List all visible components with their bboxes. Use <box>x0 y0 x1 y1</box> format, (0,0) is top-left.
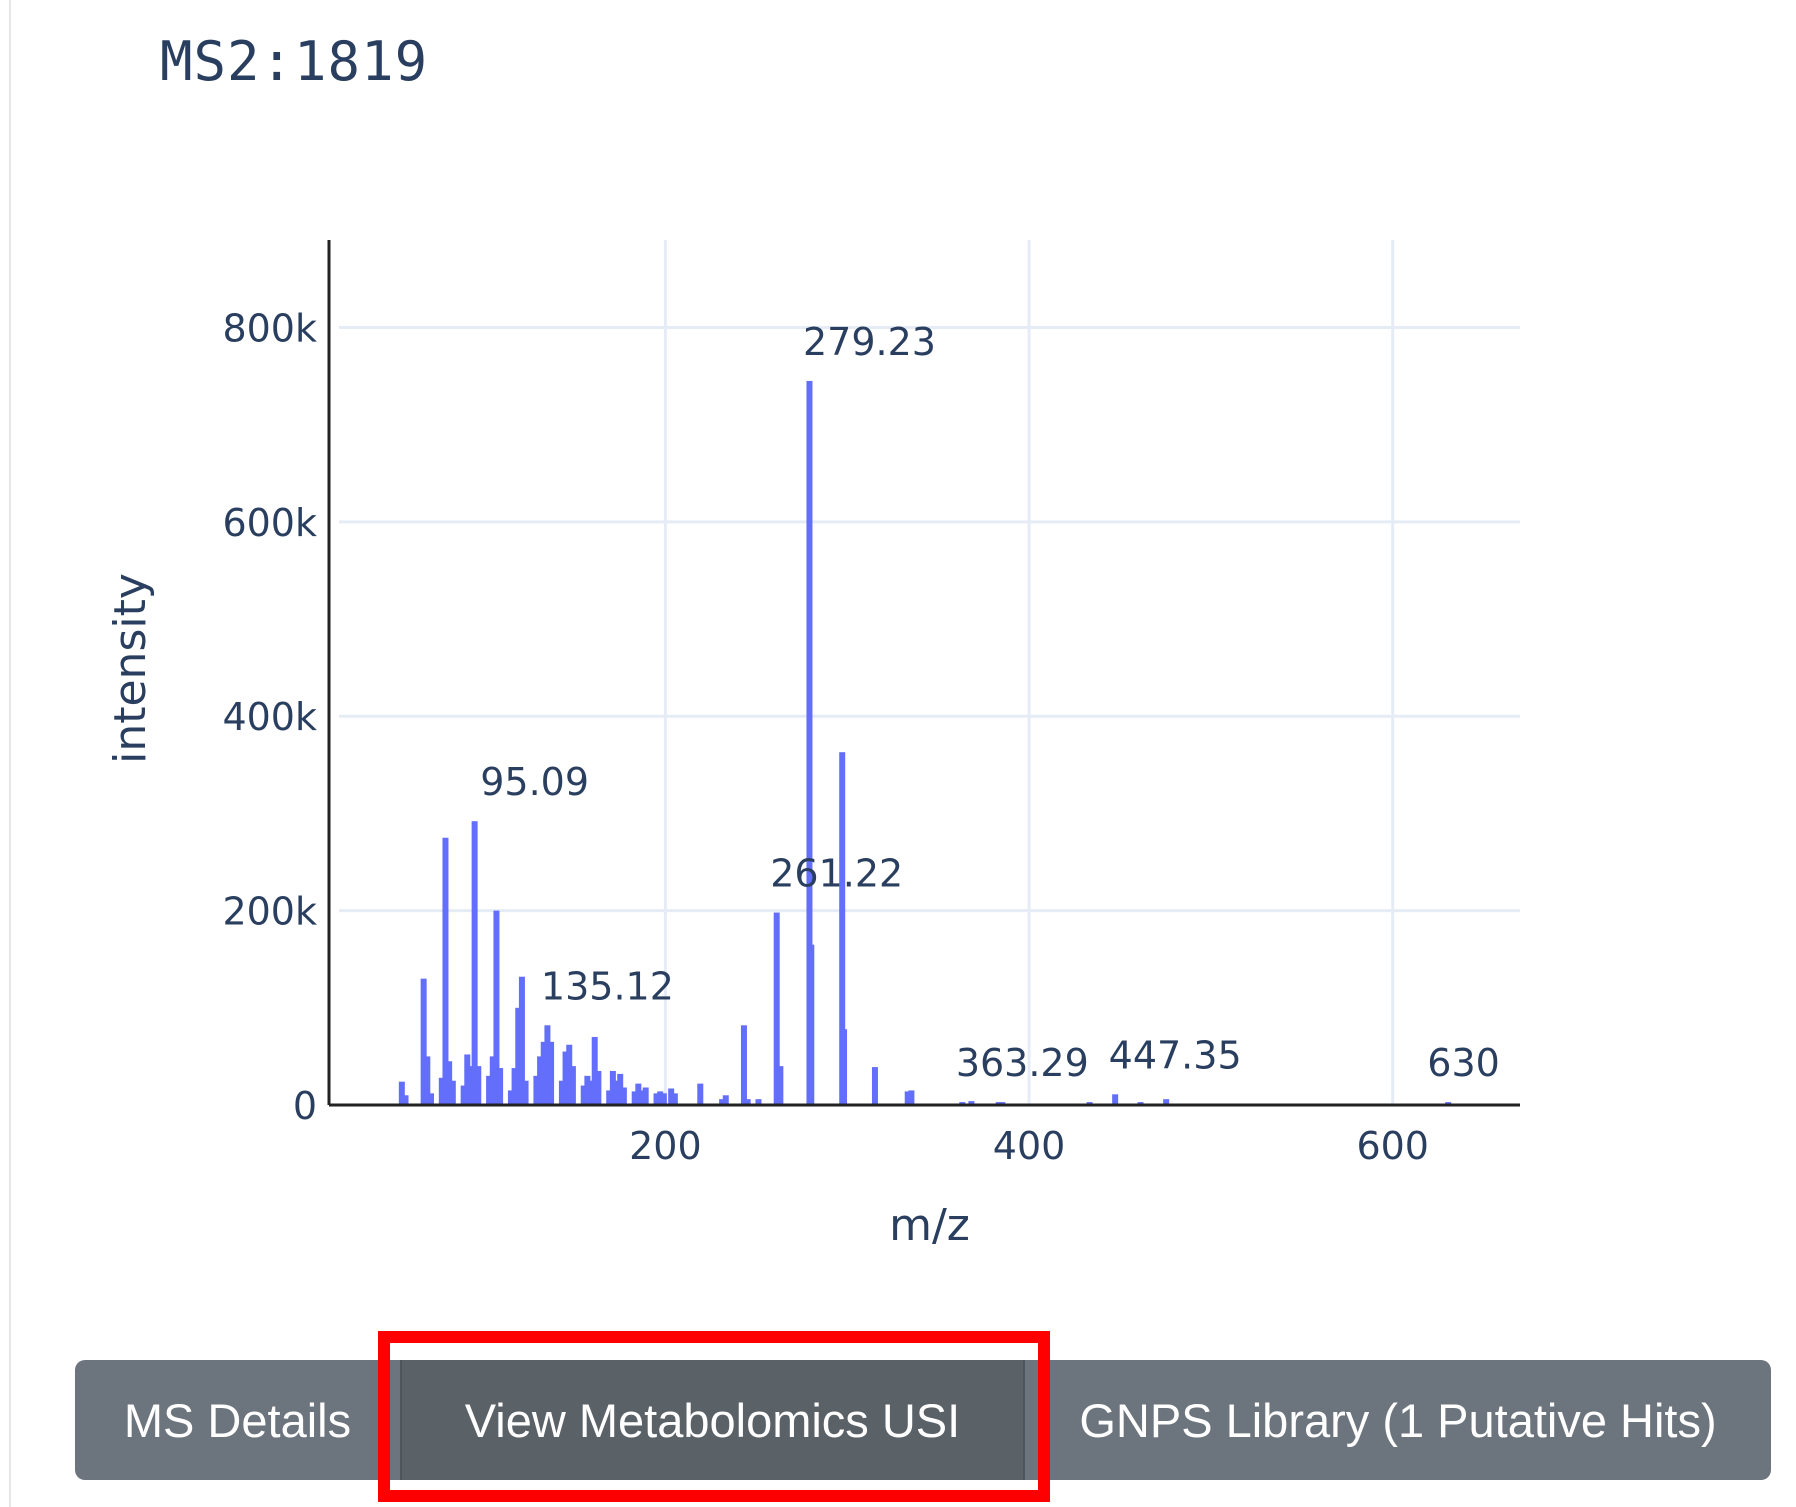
spectrum-peak-bar <box>420 978 427 1105</box>
spectrum-peak-bar <box>806 380 813 1105</box>
x-tick-label: 600 <box>1356 1124 1429 1168</box>
spectrum-peak-bar <box>493 910 500 1105</box>
spectrum-peak-bar <box>398 1081 405 1105</box>
spectrum-peak-bar <box>617 1073 624 1105</box>
spectrum-peak-bar <box>460 1085 467 1105</box>
spectrum-peak-bar <box>620 1087 627 1105</box>
spectrum-peak-bar <box>595 1070 602 1105</box>
spectrum-peak-bar <box>871 1067 878 1105</box>
x-tick-label: 400 <box>993 1124 1066 1168</box>
view-metabolomics-usi-button[interactable]: View Metabolomics USI <box>400 1360 1025 1480</box>
spectrum-peak-bar <box>697 1083 704 1105</box>
spectrum-peak-bar <box>424 1056 431 1105</box>
spectrum-peak-bar <box>558 1080 565 1105</box>
spectrum-peak-bar <box>744 1099 751 1105</box>
spectrum-peak-bar <box>740 1025 747 1105</box>
spectrum-peak-bar <box>588 1080 595 1105</box>
spectrum-peak-bar <box>719 1099 726 1105</box>
spectrum-peak-bar <box>642 1087 649 1105</box>
spectrum-peak-bar <box>653 1093 660 1105</box>
y-tick-label: 800k <box>222 306 317 350</box>
panel-left-border <box>0 0 11 1507</box>
spectrum-peak-bar <box>486 1075 493 1105</box>
spectrum-peak-bar <box>449 1080 456 1105</box>
spectrum-peak-bar <box>660 1093 667 1105</box>
spectrum-peak-bar <box>489 1056 496 1105</box>
spectrum-peak-bar <box>540 1041 547 1105</box>
x-tick-label: 200 <box>629 1124 702 1168</box>
spectrum-peak-bar <box>1163 1099 1170 1105</box>
spectrum-peak-bar <box>402 1095 409 1105</box>
spectrum-peak-bar <box>755 1099 762 1105</box>
peak-label: 95.09 <box>480 760 589 804</box>
spectrum-peak-bar <box>968 1101 975 1105</box>
peak-label: 630 <box>1427 1041 1500 1085</box>
spectrum-peak-bar <box>562 1051 569 1105</box>
spectrum-peak-bar <box>777 1066 784 1105</box>
spectrum-peak-bar <box>606 1090 613 1105</box>
spectrum-peak-bar <box>515 1007 522 1105</box>
spectrum-peak-bar <box>668 1088 675 1105</box>
spectrum-peak-bar <box>475 1066 482 1105</box>
spectrum-peak-bar <box>518 976 525 1105</box>
spectrum-peak-bar <box>671 1093 678 1105</box>
spectrum-peak-bar <box>841 1029 848 1105</box>
peak-label: 261.22 <box>770 852 903 896</box>
spectrum-chart[interactable]: 0 200k 400k 600k 800k 200 400 600 95.09 135.12 261… <box>0 0 1796 1300</box>
peak-label: 363.29 <box>956 1041 1089 1085</box>
spectrum-peak-bar <box>497 1068 504 1105</box>
y-tick-label: 400k <box>222 695 317 739</box>
spectrum-peak-bar <box>722 1095 729 1105</box>
spectrum-peak-bar <box>548 1041 555 1105</box>
spectrum-peak-bar <box>537 1056 544 1105</box>
ms-details-button[interactable]: MS Details <box>75 1360 400 1480</box>
spectrum-peak-bar <box>544 1025 551 1105</box>
spectrum-peak-bar <box>442 837 449 1105</box>
spectrum-peak-bar <box>464 1054 471 1105</box>
spectrum-peak-bar <box>533 1075 540 1105</box>
spectrum-peak-bar <box>446 1061 453 1105</box>
spectrum-peak-bar <box>467 1066 474 1105</box>
spectrum-peak-bar <box>569 1066 576 1105</box>
button-group: MS Details View Metabolomics USI GNPS Li… <box>75 1360 1771 1480</box>
spectrum-title: MS2:1819 <box>160 30 429 93</box>
y-axis-title: intensity <box>105 573 156 764</box>
x-axis-title: m/z <box>889 1200 970 1251</box>
spectrum-peak-bar <box>609 1070 616 1105</box>
peak-label: 135.12 <box>541 964 674 1008</box>
spectrum-peak-bar <box>808 944 815 1105</box>
spectrum-peak-bar <box>635 1083 642 1105</box>
spectrum-peak-bar <box>438 1077 445 1105</box>
spectrum-peak-bar <box>591 1036 598 1105</box>
spectrum-peak-bar <box>639 1090 646 1105</box>
spectrum-peak-bar <box>908 1090 915 1105</box>
peak-label: 279.23 <box>803 320 936 364</box>
y-tick-label: 0 <box>293 1084 317 1128</box>
spectrum-peak-bar <box>631 1091 638 1105</box>
spectrum-peak-bar <box>511 1068 518 1105</box>
spectrum-peak-bar <box>904 1091 911 1105</box>
spectrum-peak-bar <box>580 1085 587 1105</box>
y-tick-label: 600k <box>222 501 317 545</box>
spectrum-peak-bar <box>584 1075 591 1105</box>
peak-label: 447.35 <box>1109 1033 1242 1077</box>
gnps-library-button[interactable]: GNPS Library (1 Putative Hits) <box>1025 1360 1771 1480</box>
spectrum-peak-bar <box>566 1044 573 1105</box>
spectrum-peak-bar <box>427 1093 434 1105</box>
spectrum-peak-bar <box>773 912 780 1105</box>
spectrum-peak-bar <box>839 752 846 1105</box>
spectrum-peak-bar <box>471 821 478 1105</box>
y-tick-label: 200k <box>222 890 317 934</box>
spectrum-peak-bar <box>657 1091 664 1105</box>
spectrum-peak-bar <box>613 1080 620 1105</box>
spectrum-peak-bar <box>522 1080 529 1105</box>
spectrum-peak-bar <box>1112 1094 1119 1105</box>
spectrum-peak-bar <box>507 1090 514 1105</box>
